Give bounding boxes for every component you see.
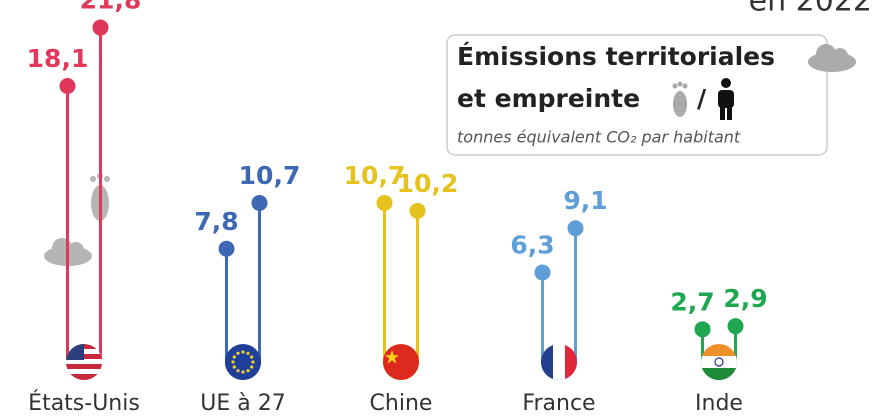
chart-title: en 2022: [749, 0, 872, 19]
flag-india: [701, 344, 737, 380]
legend-separator: /: [697, 84, 707, 113]
dot: [567, 220, 584, 237]
dot: [534, 264, 551, 281]
value-label: 6,3: [510, 230, 554, 259]
value-label: 10,7: [344, 161, 406, 190]
x-tick-label: Chine: [370, 391, 433, 416]
dot: [59, 78, 76, 95]
legend-box: [446, 34, 828, 156]
flag-eu: [225, 344, 261, 380]
footprint-icon: [672, 81, 688, 117]
flag-china: [383, 344, 419, 380]
x-tick-label: France: [522, 391, 595, 416]
cloud-icon: [808, 44, 856, 72]
x-tick-label: Inde: [695, 391, 743, 416]
value-label: 7,8: [194, 207, 238, 236]
value-label: 9,1: [563, 186, 607, 215]
dot: [251, 194, 268, 211]
value-label: 18,1: [27, 44, 89, 73]
value-label: 10,7: [239, 161, 301, 190]
x-tick-label: UE à 27: [200, 391, 285, 416]
value-label: 21,8: [80, 0, 142, 15]
dot: [694, 321, 711, 338]
legend-unit: tonnes équivalent CO₂ par habitant: [457, 128, 741, 147]
dot: [218, 240, 235, 257]
legend-title: et empreinte: [457, 84, 640, 113]
dot: [376, 194, 393, 211]
flag-us: [66, 344, 102, 380]
x-tick-label: États-Unis: [28, 390, 140, 416]
legend: Émissions territoriales et empreinte / t…: [446, 34, 856, 156]
value-label: 2,9: [723, 284, 767, 313]
dot: [92, 19, 109, 36]
dot: [727, 318, 744, 335]
flag-france: [541, 344, 577, 380]
value-label: 2,7: [670, 287, 714, 316]
legend-title: Émissions territoriales: [457, 42, 775, 71]
dot: [409, 202, 426, 219]
person-icon: [718, 78, 734, 120]
value-label: 10,2: [397, 169, 459, 198]
